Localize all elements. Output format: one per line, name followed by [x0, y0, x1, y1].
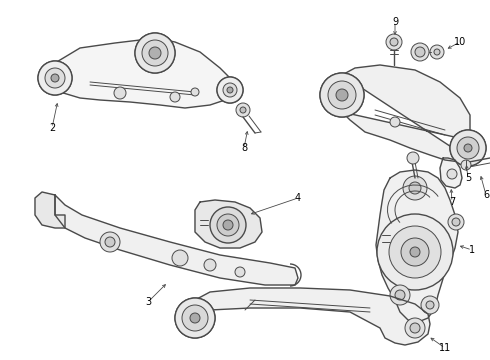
- Circle shape: [457, 137, 479, 159]
- Polygon shape: [50, 38, 232, 108]
- Circle shape: [386, 34, 402, 50]
- Text: 7: 7: [449, 197, 455, 207]
- Circle shape: [135, 33, 175, 73]
- Circle shape: [448, 214, 464, 230]
- Circle shape: [415, 47, 425, 57]
- Circle shape: [328, 81, 356, 109]
- Circle shape: [457, 137, 479, 159]
- Circle shape: [100, 232, 120, 252]
- Circle shape: [172, 250, 188, 266]
- Polygon shape: [35, 192, 65, 228]
- Circle shape: [142, 40, 168, 66]
- Text: 1: 1: [469, 245, 475, 255]
- Circle shape: [421, 296, 439, 314]
- Circle shape: [114, 87, 126, 99]
- Circle shape: [410, 247, 420, 257]
- Circle shape: [45, 68, 65, 88]
- Circle shape: [51, 74, 59, 82]
- Polygon shape: [440, 158, 462, 188]
- Circle shape: [204, 259, 216, 271]
- Circle shape: [461, 160, 471, 170]
- Circle shape: [190, 313, 200, 323]
- Text: 4: 4: [295, 193, 301, 203]
- Circle shape: [149, 47, 161, 59]
- Polygon shape: [192, 288, 430, 345]
- Circle shape: [464, 144, 472, 152]
- Circle shape: [227, 87, 233, 93]
- Circle shape: [240, 107, 246, 113]
- Circle shape: [409, 182, 421, 194]
- Text: 8: 8: [241, 143, 247, 153]
- Circle shape: [210, 207, 246, 243]
- Circle shape: [51, 74, 59, 82]
- Circle shape: [227, 87, 233, 93]
- Circle shape: [434, 49, 440, 55]
- Circle shape: [430, 45, 444, 59]
- Circle shape: [411, 43, 429, 61]
- Circle shape: [217, 77, 243, 103]
- Circle shape: [390, 117, 400, 127]
- Text: 6: 6: [483, 190, 489, 200]
- Circle shape: [405, 318, 425, 338]
- Circle shape: [175, 298, 215, 338]
- Circle shape: [235, 267, 245, 277]
- Circle shape: [452, 218, 460, 226]
- Circle shape: [320, 73, 364, 117]
- Polygon shape: [376, 170, 458, 322]
- Circle shape: [217, 77, 243, 103]
- Circle shape: [217, 214, 239, 236]
- Circle shape: [182, 305, 208, 331]
- Circle shape: [464, 144, 472, 152]
- Circle shape: [38, 61, 72, 95]
- Circle shape: [336, 89, 348, 101]
- Circle shape: [45, 68, 65, 88]
- Text: 2: 2: [49, 123, 55, 133]
- Circle shape: [401, 238, 429, 266]
- Circle shape: [135, 33, 175, 73]
- Polygon shape: [342, 65, 470, 162]
- Circle shape: [407, 152, 419, 164]
- Circle shape: [328, 81, 356, 109]
- Circle shape: [223, 83, 237, 97]
- Circle shape: [390, 285, 410, 305]
- Circle shape: [223, 83, 237, 97]
- Circle shape: [170, 92, 180, 102]
- Circle shape: [149, 47, 161, 59]
- Text: 3: 3: [145, 297, 151, 307]
- Circle shape: [426, 301, 434, 309]
- Circle shape: [377, 214, 453, 290]
- Polygon shape: [195, 200, 262, 248]
- Circle shape: [447, 169, 457, 179]
- Circle shape: [191, 88, 199, 96]
- Text: 10: 10: [454, 37, 466, 47]
- Circle shape: [320, 73, 364, 117]
- Circle shape: [223, 220, 233, 230]
- Circle shape: [395, 290, 405, 300]
- Circle shape: [389, 226, 441, 278]
- Circle shape: [105, 237, 115, 247]
- Polygon shape: [55, 195, 298, 285]
- Circle shape: [390, 38, 398, 46]
- Circle shape: [175, 298, 215, 338]
- Circle shape: [450, 130, 486, 166]
- Circle shape: [142, 40, 168, 66]
- Circle shape: [236, 103, 250, 117]
- Circle shape: [38, 61, 72, 95]
- Text: 5: 5: [465, 173, 471, 183]
- Circle shape: [450, 130, 486, 166]
- Circle shape: [410, 323, 420, 333]
- Text: 11: 11: [439, 343, 451, 353]
- Circle shape: [403, 176, 427, 200]
- Circle shape: [182, 305, 208, 331]
- Circle shape: [336, 89, 348, 101]
- Circle shape: [190, 313, 200, 323]
- Text: 9: 9: [392, 17, 398, 27]
